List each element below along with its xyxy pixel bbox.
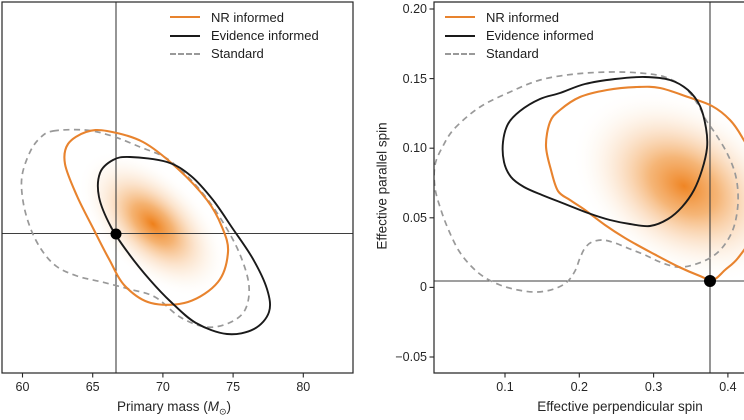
xtick-65: 65 [85,380,100,394]
xtick-0.3: 0.3 [644,380,663,394]
xtick-70: 70 [155,380,170,394]
evidence-informed-line-swatch [170,34,200,37]
right-panel-frame [433,1,744,374]
nr-informed-line-swatch [170,16,200,19]
contour-evidence-informed [501,76,709,228]
legend-item-evidence-informed: Evidence informed [170,26,319,44]
xtick-75: 75 [226,380,241,394]
nr-informed-line-swatch [445,16,475,19]
legend-left: NR informed Evidence informed Standard [170,8,319,63]
crosshair-lines [2,2,744,373]
left-panel-frame [1,1,354,374]
xtick-0.2: 0.2 [570,380,588,394]
contour-standard [434,71,739,293]
left-x-axis-label: Primary mass (M⊙) [116,399,232,417]
legend-right: NR informed Evidence informed Standard [445,8,594,63]
legend-item-nr-informed: NR informed [445,8,594,26]
legend-label: Evidence informed [211,28,319,44]
contours-left-panel [20,128,271,336]
xtick-0.1: 0.1 [496,380,514,394]
ytick-0.15: 0.15 [402,71,427,86]
density-shading-left [2,2,353,373]
ytick-0.10: 0.10 [402,141,427,156]
standard-line-swatch [445,52,475,55]
right-y-axis-label: Effective parallel spin [374,122,390,250]
contour-nr-informed [544,85,744,282]
legend-item-nr-informed: NR informed [170,8,319,26]
contour-nr-informed [63,128,230,306]
ytick-0.20: 0.20 [402,2,427,16]
contour-evidence-informed [96,155,271,336]
evidence-informed-line-swatch [445,34,475,37]
legend-item-evidence-informed: Evidence informed [445,26,594,44]
legend-label: Standard [486,46,539,62]
tick-marks [21,8,729,378]
xtick-80: 80 [296,380,311,394]
legend-label: Evidence informed [486,28,594,44]
ytick-0: 0 [420,280,427,295]
contours-right-panel [434,71,744,293]
legend-label: Standard [211,46,264,62]
legend-label: NR informed [486,9,559,25]
xtick-60: 60 [15,380,30,394]
xtick-0.4: 0.4 [719,380,737,394]
ytick-0.05: 0.05 [402,210,427,225]
legend-label: NR informed [211,9,284,25]
density-shading-right [434,2,744,373]
legend-item-standard: Standard [170,45,319,63]
right-marker-dot [704,275,716,287]
standard-line-swatch [170,52,200,55]
ytick-neg-0.05: −0.05 [395,350,427,364]
legend-item-standard: Standard [445,45,594,63]
left-marker-dot [110,228,122,240]
right-x-axis-label: Effective perpendicular spin [537,399,703,414]
